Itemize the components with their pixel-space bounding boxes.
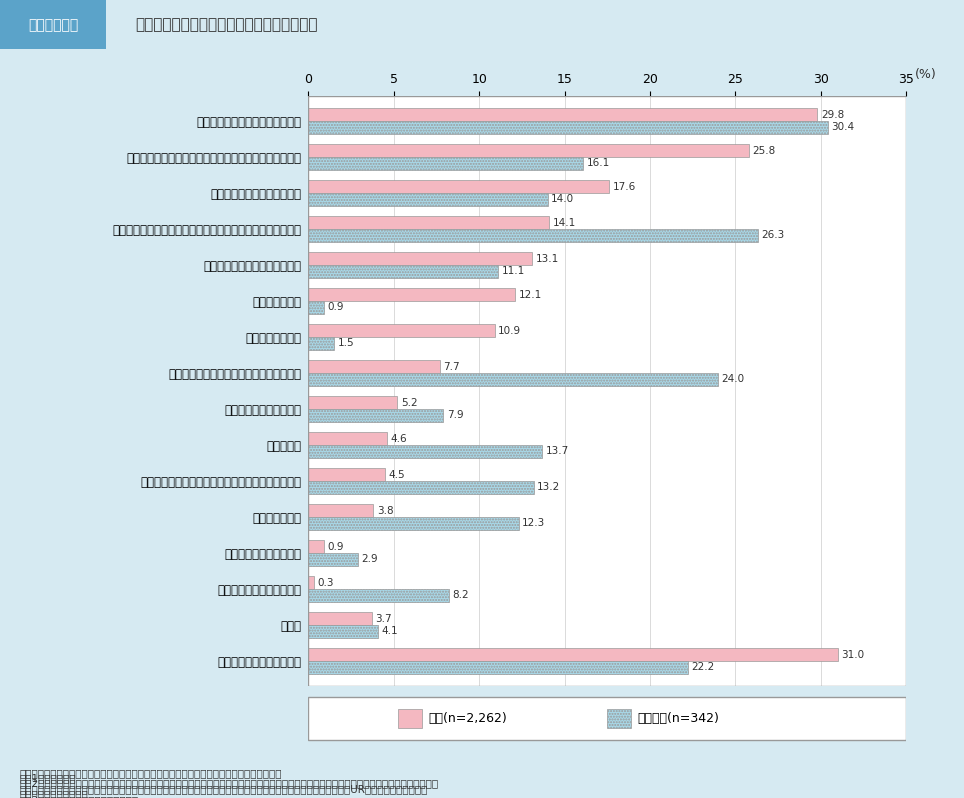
Text: 12.3: 12.3: [522, 519, 546, 528]
Bar: [308, 109, 817, 121]
Bar: [308, 252, 532, 265]
Text: 3.8: 3.8: [377, 506, 393, 516]
Text: 3.7: 3.7: [375, 614, 391, 624]
Bar: [308, 517, 519, 530]
Bar: [308, 433, 387, 445]
Text: 0.9: 0.9: [327, 542, 344, 551]
Text: 2.9: 2.9: [362, 555, 378, 564]
Text: 14.0: 14.0: [551, 194, 575, 204]
Text: （注3）「不明・無回答」は除いている。: （注3）「不明・無回答」は除いている。: [19, 795, 138, 798]
Text: 0.9: 0.9: [327, 302, 344, 312]
Text: 1.5: 1.5: [337, 338, 354, 348]
Text: 30.4: 30.4: [831, 122, 854, 132]
Text: 資料：内閣府「令和５年度高齢社会対策総合調査（高齢者の住宅と生活環境に関する調査）」: 資料：内閣府「令和５年度高齢社会対策総合調査（高齢者の住宅と生活環境に関する調査…: [19, 768, 281, 778]
Bar: [308, 481, 534, 494]
Bar: [308, 96, 906, 686]
Bar: [308, 216, 549, 229]
Bar: [308, 229, 758, 242]
Text: 14.1: 14.1: [552, 218, 576, 227]
Text: 0.3: 0.3: [317, 578, 334, 588]
Text: 13.2: 13.2: [537, 482, 560, 492]
Bar: [607, 709, 631, 728]
Bar: [308, 325, 495, 337]
Text: 29.8: 29.8: [820, 109, 844, 120]
Text: 11.1: 11.1: [501, 267, 524, 276]
Text: 7.9: 7.9: [446, 410, 464, 421]
Bar: [308, 373, 718, 385]
Bar: [308, 301, 324, 314]
Text: 26.3: 26.3: [761, 231, 785, 240]
Bar: [0, 0, 106, 49]
Text: 4.6: 4.6: [390, 434, 407, 444]
Bar: [308, 625, 379, 638]
Bar: [308, 265, 498, 278]
Bar: [308, 337, 335, 350]
Text: 10.9: 10.9: [498, 326, 522, 336]
Text: 賃貸住宅(n=342): 賃貸住宅(n=342): [637, 712, 719, 725]
Bar: [308, 445, 543, 457]
Bar: [308, 144, 749, 157]
Text: （注1）複数回答。: （注1）複数回答。: [19, 773, 76, 783]
Text: 4.1: 4.1: [382, 626, 398, 636]
Text: 現在の住宅の問題点（持家／賃貸住宅の別）: 現在の住宅の問題点（持家／賃貸住宅の別）: [135, 18, 317, 32]
Text: は、総合調査において現在の住宅について「賃貸住宅（一戸建て／民営のアパート、マンション／公営・公社・UR等の集合住宅）」と回: は、総合調査において現在の住宅について「賃貸住宅（一戸建て／民営のアパート、マン…: [19, 784, 427, 794]
Bar: [308, 193, 548, 206]
Text: 図１－３－３: 図１－３－３: [28, 18, 78, 32]
Text: 24.0: 24.0: [722, 374, 745, 385]
Bar: [308, 288, 515, 301]
Bar: [308, 157, 583, 170]
Text: （注2）「持家」は、総合調査において現在の住宅について「持家（一戸建て／分譲マンション等の集合住宅）」と回答した人の合計。「賃貸住宅」: （注2）「持家」は、総合調査において現在の住宅について「持家（一戸建て／分譲マン…: [19, 779, 439, 788]
Text: (%): (%): [915, 68, 936, 81]
Bar: [308, 397, 397, 409]
Text: 7.7: 7.7: [443, 361, 460, 372]
Text: 22.2: 22.2: [691, 662, 714, 673]
Bar: [308, 121, 828, 133]
Text: 25.8: 25.8: [753, 146, 776, 156]
Bar: [308, 180, 609, 193]
Text: 12.1: 12.1: [519, 290, 542, 300]
Text: 16.1: 16.1: [587, 158, 610, 168]
Text: 13.1: 13.1: [536, 254, 559, 263]
Bar: [308, 576, 313, 589]
Bar: [308, 613, 372, 625]
Bar: [308, 468, 386, 481]
Bar: [308, 661, 687, 674]
Text: 31.0: 31.0: [842, 650, 865, 660]
Text: 答した人の合計。: 答した人の合計。: [19, 789, 88, 798]
Bar: [308, 553, 358, 566]
Text: 持家(n=2,262): 持家(n=2,262): [428, 712, 507, 725]
Bar: [308, 649, 838, 661]
Text: 4.5: 4.5: [388, 470, 406, 480]
Text: 8.2: 8.2: [452, 591, 469, 600]
Bar: [308, 540, 324, 553]
Bar: [308, 361, 440, 373]
Text: 17.6: 17.6: [612, 182, 635, 192]
Bar: [398, 709, 422, 728]
Bar: [308, 589, 448, 602]
Bar: [308, 409, 443, 421]
Text: 13.7: 13.7: [546, 446, 569, 456]
Text: 5.2: 5.2: [401, 397, 417, 408]
Bar: [308, 504, 373, 517]
